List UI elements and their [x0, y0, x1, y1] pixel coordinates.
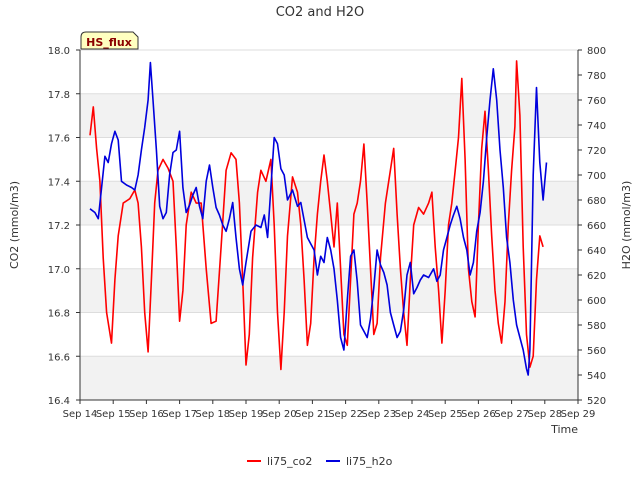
y-right-tick-label: 560 [587, 346, 606, 357]
x-tick-label: Sep 21 [295, 409, 330, 420]
y-right-tick-label: 520 [587, 396, 606, 407]
y-left-tick-label: 17.6 [48, 134, 70, 145]
y-right-tick-label: 760 [587, 96, 606, 107]
band [80, 356, 578, 400]
y-axis-right-label: H2O (mmol/m3) [620, 181, 633, 270]
y-right-tick-label: 740 [587, 121, 606, 132]
y-right-tick-label: 580 [587, 321, 606, 332]
band [80, 93, 578, 138]
legend-label-h2o: li75_h2o [346, 455, 393, 468]
y-right-tick-label: 620 [587, 271, 606, 282]
y-right-tick-label: 720 [587, 146, 606, 157]
x-axis-label: Time [550, 423, 578, 436]
series-line-li75_co2 [89, 60, 544, 371]
y-axis-left-label: CO2 (mmol/m3) [8, 181, 21, 269]
x-tick-label: Sep 29 [561, 409, 596, 420]
y-left-tick-label: 17.2 [48, 221, 70, 232]
x-tick-label: Sep 15 [96, 409, 131, 420]
x-tick-label: Sep 24 [395, 409, 430, 420]
x-tick-label: Sep 27 [494, 409, 529, 420]
x-tick-label: Sep 28 [527, 409, 562, 420]
y-left-tick-label: 16.4 [48, 396, 70, 407]
y-right-tick-label: 640 [587, 246, 606, 257]
hs-flux-badge: HS_flux [80, 31, 139, 50]
y-left-tick-label: 18.0 [48, 46, 70, 57]
y-right-tick-label: 660 [587, 221, 606, 232]
y-right-tick-label: 600 [587, 296, 606, 307]
y-right-tick-label: 680 [587, 196, 606, 207]
y-right-tick-label: 780 [587, 71, 606, 82]
legend: li75_co2 li75_h2o [247, 455, 393, 468]
y-left-tick-label: 17.4 [48, 177, 70, 188]
x-tick-label: Sep 22 [328, 409, 363, 420]
y-left-tick-label: 17.0 [48, 265, 70, 276]
x-tick-label: Sep 14 [63, 409, 98, 420]
y-left-tick-label: 16.6 [48, 352, 70, 363]
y-right-tick-label: 700 [587, 171, 606, 182]
x-tick-label: Sep 26 [461, 409, 496, 420]
y-right-tick-label: 800 [587, 46, 606, 57]
series-layer [89, 60, 548, 376]
y-left-tick-label: 16.8 [48, 309, 70, 320]
x-tick-label: Sep 17 [162, 409, 197, 420]
series-line-li75_h2o [89, 61, 548, 376]
axes [76, 49, 582, 404]
x-tick-label: Sep 25 [428, 409, 463, 420]
badge-label: HS_flux [86, 36, 132, 49]
chart-title: CO2 and H2O [276, 5, 365, 20]
x-tick-label: Sep 19 [229, 409, 264, 420]
x-tick-label: Sep 16 [129, 409, 164, 420]
y-left-tick-label: 17.8 [48, 90, 70, 101]
y-right-tick-label: 540 [587, 371, 606, 382]
x-tick-label: Sep 20 [262, 409, 297, 420]
tick-labels: 16.4 16.6 16.8 17.0 17.2 17.4 17.6 17.8 18.0 520 5… [48, 46, 606, 420]
band [80, 268, 578, 313]
x-tick-label: Sep 18 [195, 409, 230, 420]
legend-label-co2: li75_co2 [267, 455, 312, 468]
x-tick-label: Sep 23 [361, 409, 396, 420]
